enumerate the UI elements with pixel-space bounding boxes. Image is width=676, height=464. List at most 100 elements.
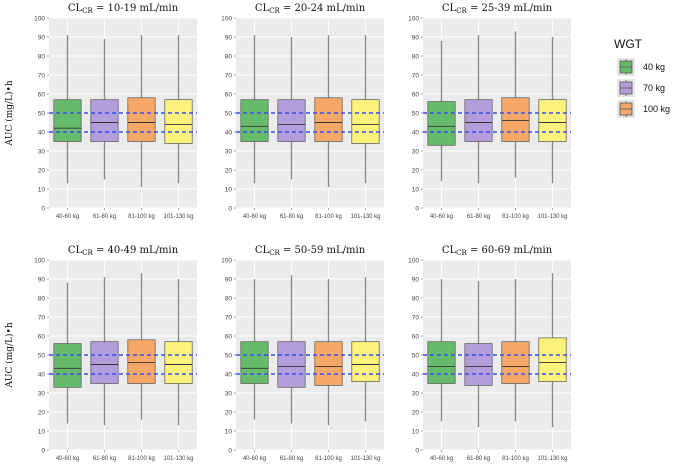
box-iqr bbox=[53, 343, 82, 388]
legend-item-100kg: 100 kg bbox=[617, 100, 670, 118]
x-tick-label: 61-80 kg bbox=[93, 214, 116, 220]
y-tick-label: 20 bbox=[225, 409, 233, 416]
y-tick-label: 30 bbox=[225, 148, 233, 155]
x-tick-label: 81-100 kg bbox=[315, 214, 342, 220]
y-tick-label: 40 bbox=[38, 371, 46, 378]
box-iqr bbox=[538, 99, 567, 142]
y-tick-label: 30 bbox=[412, 390, 420, 397]
box-2 bbox=[464, 35, 493, 184]
x-tick-label: 61-80 kg bbox=[93, 456, 116, 462]
panels-group: CLCR = 10-19 mL/min 0 10 20 30 40 50 60 70 80 90 10… bbox=[4, 3, 571, 462]
y-tick-label: 70 bbox=[412, 314, 420, 321]
box-2 bbox=[90, 38, 119, 180]
y-tick-label: 80 bbox=[38, 53, 46, 60]
y-tick-label: 40 bbox=[412, 371, 420, 378]
legend-title: WGT bbox=[614, 37, 643, 51]
panel-3: CLCR = 25-39 mL/min 0 10 20 30 40 50 60 70 80 90 10… bbox=[408, 3, 571, 220]
y-tick-label: 90 bbox=[38, 34, 46, 41]
box-2 bbox=[277, 37, 306, 180]
y-axis-label: AUC (mg/L)•h bbox=[4, 322, 15, 388]
box-iqr bbox=[127, 339, 156, 384]
x-tick-label: 40-60 kg bbox=[243, 456, 266, 462]
panel-title: CLCR = 50-59 mL/min bbox=[255, 245, 366, 257]
panel-title: CLCR = 60-69 mL/min bbox=[442, 245, 553, 257]
y-tick-label: 0 bbox=[41, 205, 45, 212]
y-tick-label: 50 bbox=[225, 352, 233, 359]
box-3 bbox=[314, 279, 343, 426]
box-3 bbox=[127, 35, 156, 188]
box-iqr bbox=[164, 99, 193, 144]
panel-1: CLCR = 10-19 mL/min 0 10 20 30 40 50 60 70 80 90 10… bbox=[4, 3, 197, 220]
y-tick-label: 70 bbox=[38, 72, 46, 79]
y-tick-label: 20 bbox=[38, 167, 46, 174]
y-tick-label: 100 bbox=[221, 15, 232, 22]
box-4 bbox=[351, 277, 380, 422]
y-tick-label: 0 bbox=[415, 447, 419, 454]
y-tick-label: 50 bbox=[225, 110, 233, 117]
box-1 bbox=[53, 35, 82, 184]
y-tick-label: 50 bbox=[38, 110, 46, 117]
y-tick-label: 80 bbox=[225, 53, 233, 60]
x-tick-label: 81-100 kg bbox=[128, 456, 155, 462]
y-tick-label: 90 bbox=[412, 276, 420, 283]
y-tick-label: 90 bbox=[412, 34, 420, 41]
box-iqr bbox=[501, 341, 530, 384]
y-tick-label: 0 bbox=[228, 447, 232, 454]
box-iqr bbox=[240, 341, 269, 384]
box-2 bbox=[464, 280, 493, 428]
x-tick-label: 101-130 kg bbox=[163, 456, 193, 462]
box-iqr bbox=[464, 343, 493, 386]
box-1 bbox=[53, 282, 82, 424]
box-iqr bbox=[464, 99, 493, 142]
box-3 bbox=[501, 31, 530, 178]
y-tick-label: 20 bbox=[225, 167, 233, 174]
y-tick-label: 0 bbox=[228, 205, 232, 212]
legend-label: 70 kg bbox=[643, 83, 665, 93]
y-tick-label: 90 bbox=[38, 276, 46, 283]
box-iqr bbox=[351, 341, 380, 382]
legend-item-40kg: 40 kg bbox=[617, 58, 665, 76]
y-tick-label: 20 bbox=[412, 167, 420, 174]
y-tick-label: 50 bbox=[38, 352, 46, 359]
y-tick-label: 80 bbox=[38, 295, 46, 302]
y-tick-label: 0 bbox=[415, 205, 419, 212]
box-iqr bbox=[164, 341, 193, 384]
y-tick-label: 10 bbox=[225, 186, 233, 193]
x-tick-label: 81-100 kg bbox=[502, 214, 529, 220]
box-iqr bbox=[351, 99, 380, 144]
y-tick-label: 40 bbox=[412, 129, 420, 136]
box-iqr bbox=[127, 97, 156, 142]
y-tick-label: 40 bbox=[225, 371, 233, 378]
box-iqr bbox=[314, 97, 343, 142]
x-tick-label: 81-100 kg bbox=[128, 214, 155, 220]
y-tick-label: 60 bbox=[38, 91, 46, 98]
box-3 bbox=[501, 279, 530, 422]
y-tick-label: 30 bbox=[412, 148, 420, 155]
y-tick-label: 60 bbox=[225, 333, 233, 340]
box-4 bbox=[164, 35, 193, 184]
x-tick-label: 61-80 kg bbox=[467, 214, 490, 220]
box-1 bbox=[240, 35, 269, 184]
box-iqr bbox=[240, 99, 269, 142]
y-tick-label: 100 bbox=[408, 257, 419, 264]
y-tick-label: 40 bbox=[225, 129, 233, 136]
y-tick-label: 10 bbox=[38, 428, 46, 435]
box-4 bbox=[164, 279, 193, 426]
x-tick-label: 61-80 kg bbox=[467, 456, 490, 462]
y-tick-label: 80 bbox=[412, 295, 420, 302]
panel-title: CLCR = 40-49 mL/min bbox=[68, 245, 179, 257]
x-tick-label: 101-130 kg bbox=[350, 214, 380, 220]
x-tick-label: 101-130 kg bbox=[537, 456, 567, 462]
y-tick-label: 20 bbox=[412, 409, 420, 416]
legend: WGT 40 kg 70 kg 100 kg bbox=[614, 37, 670, 118]
y-tick-label: 20 bbox=[38, 409, 46, 416]
y-tick-label: 60 bbox=[412, 91, 420, 98]
y-tick-label: 80 bbox=[225, 295, 233, 302]
y-tick-label: 10 bbox=[225, 428, 233, 435]
y-tick-label: 0 bbox=[41, 447, 45, 454]
box-iqr bbox=[277, 99, 306, 142]
y-tick-label: 70 bbox=[225, 72, 233, 79]
y-tick-label: 90 bbox=[225, 276, 233, 283]
y-tick-label: 70 bbox=[412, 72, 420, 79]
